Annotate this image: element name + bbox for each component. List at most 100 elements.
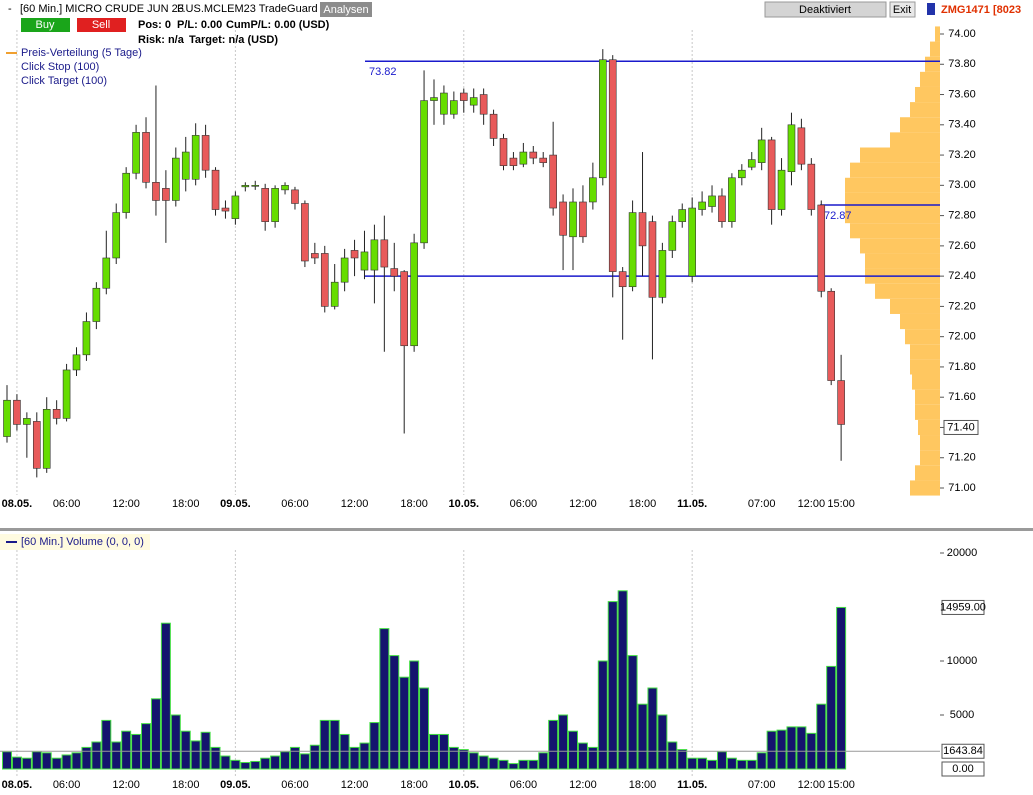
sell-label[interactable]: Sell [92, 19, 110, 31]
y-tick-label: 10000 [947, 655, 978, 667]
candle-body [320, 253, 329, 307]
candle-body [738, 169, 746, 179]
x-tick-label: 06:00 [53, 498, 81, 510]
volume-bar [687, 757, 698, 770]
x-tick-label: 15:00 [827, 779, 855, 790]
volume-bar [2, 751, 12, 770]
y-tick-label: 71.00 [948, 482, 976, 494]
title-dash: - [8, 3, 12, 15]
volume-bar [637, 703, 648, 770]
candle-body [261, 188, 269, 222]
x-tick-label: 06:00 [510, 779, 538, 790]
candle-body [728, 177, 736, 222]
x-tick-label: 10.05. [448, 498, 479, 510]
x-tick-label: 12:00 [341, 498, 369, 510]
volume-bar [190, 740, 201, 770]
candle-body [618, 271, 627, 288]
volume-bar [299, 753, 310, 770]
candle-body [479, 94, 488, 115]
candle-body [608, 59, 617, 272]
x-tick-label: 10.05. [448, 779, 479, 790]
volume-bar [349, 746, 360, 770]
volume-bar [270, 755, 281, 770]
volume-bar [488, 757, 499, 770]
candle-body [519, 151, 528, 165]
volume-bar [498, 759, 509, 770]
candle-body [529, 151, 538, 159]
window-title: [60 Min.] MICRO CRUDE JUN 23 [20, 3, 184, 15]
status-button[interactable] [764, 1, 887, 18]
volume-bar [736, 759, 747, 770]
volume-bar [836, 606, 847, 770]
volume-bar [11, 756, 22, 770]
price-distribution-bar [850, 162, 940, 178]
legend-item: Click Target (100) [21, 75, 107, 87]
volume-bar [726, 757, 737, 770]
volume-bar [51, 757, 62, 770]
candle-body [539, 157, 548, 163]
candle-body [330, 281, 339, 307]
candle-body [152, 182, 160, 201]
last-price-box [943, 419, 979, 435]
volume-bar [677, 749, 688, 770]
candle-body [52, 409, 61, 419]
volume-bar [260, 757, 271, 770]
price-distribution-bar [860, 147, 940, 163]
x-tick-label: 12:00 [798, 498, 826, 510]
volume-bar [667, 741, 678, 770]
y-tick-label: 71.20 [948, 452, 976, 464]
volume-bar [607, 601, 618, 770]
candle-body [420, 100, 428, 244]
volume-bar [71, 752, 82, 770]
volume-bar [31, 751, 42, 770]
x-tick-label: 09.05. [220, 779, 251, 790]
candle-body [668, 221, 677, 251]
volume-bar [419, 687, 430, 770]
candle-body [231, 195, 240, 219]
volume-bar [528, 759, 539, 770]
account-icon [927, 3, 935, 15]
analysen-label[interactable]: Analysen [323, 4, 368, 16]
analysen-button[interactable] [320, 2, 372, 17]
volume-bar [409, 660, 420, 770]
candle-body [638, 212, 647, 247]
volume-bar [577, 742, 588, 770]
exit-button[interactable] [889, 1, 916, 18]
volume-bar [240, 762, 251, 770]
x-tick-label: 12:00 [341, 779, 369, 790]
volume-bar [141, 723, 152, 770]
status-label[interactable]: Deaktiviert [799, 4, 851, 16]
last-volume-box [941, 599, 985, 615]
x-tick-label: 08.05. [2, 779, 33, 790]
volume-bar [746, 759, 757, 770]
volume-bar [91, 741, 102, 770]
price-distribution-bar [890, 132, 940, 148]
last-volume-label: 14959.00 [940, 601, 986, 613]
average-volume-box [941, 743, 985, 759]
price-distribution-bar [905, 329, 940, 345]
pl: P/L: 0.00 [177, 19, 222, 31]
buy-button[interactable] [21, 18, 70, 32]
volume-bar [379, 628, 390, 770]
price-distribution-bar [910, 480, 940, 496]
candle-body [827, 290, 835, 381]
exit-label[interactable]: Exit [893, 4, 911, 16]
price-distribution-bar [918, 419, 940, 436]
price-distribution-bar [915, 389, 940, 405]
target: Target: n/a (USD) [189, 34, 278, 46]
volume-bar [558, 714, 569, 770]
x-tick-label: 06:00 [510, 498, 538, 510]
candle-body [787, 124, 796, 173]
y-tick-label: 73.40 [948, 119, 976, 131]
candle-body [648, 221, 657, 298]
candle-body [72, 354, 81, 371]
candle-body [747, 159, 756, 168]
volume-bar [796, 726, 807, 770]
volume-bar [756, 752, 767, 770]
buy-label[interactable]: Buy [36, 19, 55, 31]
x-tick-label: 18:00 [629, 779, 657, 790]
volume-bar [657, 714, 668, 770]
sell-button[interactable] [77, 18, 126, 32]
price-level-label: 73.82 [369, 66, 397, 78]
